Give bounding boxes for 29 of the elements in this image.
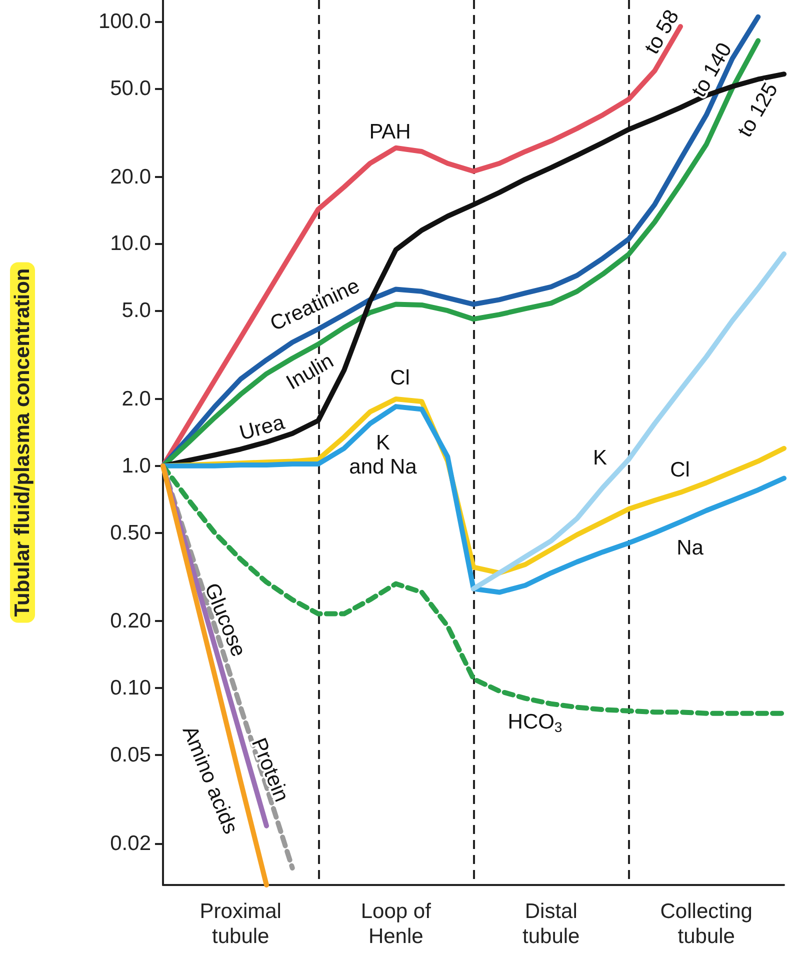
x-tick-label: Proximal tubule — [200, 900, 282, 948]
annotation: to 125 — [733, 78, 783, 142]
y-tick-label: 10.0 — [110, 232, 151, 256]
y-tick-label: 0.20 — [110, 610, 151, 633]
y-tick-label: 0.02 — [110, 832, 151, 855]
y-tick-label: 20.0 — [110, 165, 151, 188]
annotation: to 58 — [640, 6, 684, 58]
y-tick-label: 5.0 — [122, 299, 151, 322]
annotation: Amino acids — [178, 722, 242, 838]
y-tick-label: 100.0 — [98, 10, 151, 34]
annotation: Na — [676, 536, 704, 560]
annotation: Cl — [670, 458, 690, 482]
y-tick-label: 0.50 — [110, 521, 151, 544]
annotation: Cl — [390, 366, 410, 390]
annotation: PAH — [369, 120, 411, 144]
annotation: Inulin — [282, 350, 338, 394]
y-tick-label: 2.0 — [122, 388, 151, 411]
annotation: Protein — [246, 734, 294, 806]
y-tick-label: 50.0 — [110, 76, 151, 100]
annotation: Urea — [237, 410, 288, 446]
x-tick-label: Distal tubule — [522, 900, 580, 948]
y-tick-label: 0.10 — [110, 676, 151, 700]
y-axis-title: Tubular fluid/plasma concentration — [11, 268, 34, 617]
x-tick-label: Loop of Henle — [360, 900, 432, 948]
annotation: K and Na — [349, 432, 418, 478]
y-tick-label: 0.05 — [110, 744, 151, 767]
x-tick-label: Collecting tubule — [660, 900, 752, 948]
annotation: K — [592, 446, 608, 470]
y-tick-label: 1.0 — [122, 454, 151, 478]
